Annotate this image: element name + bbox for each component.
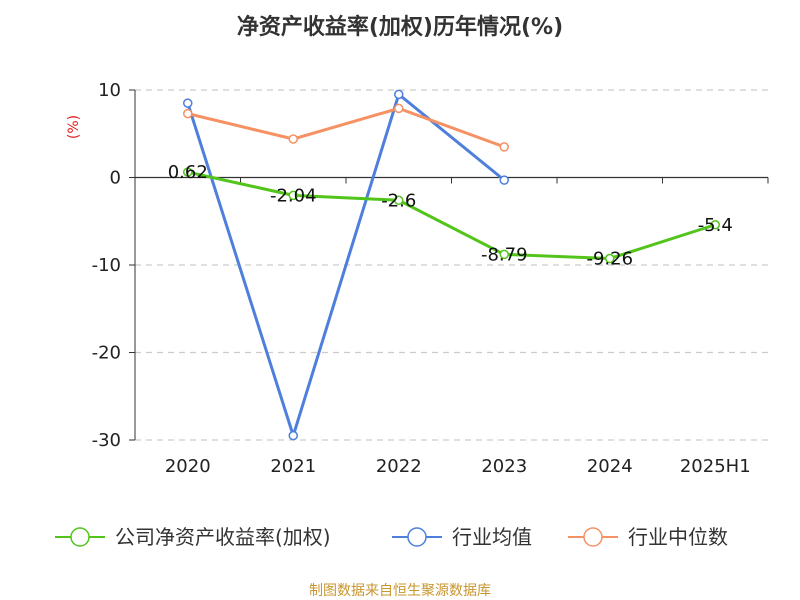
x-tick-label: 2023 [481, 456, 527, 477]
data-label: -9.26 [586, 249, 633, 270]
series-line [186, 92, 506, 438]
series-line [187, 106, 505, 149]
data-point [183, 108, 193, 119]
y-tick-label: 0 [110, 168, 121, 189]
data-point [499, 175, 509, 185]
x-tick-label: 2021 [270, 456, 316, 477]
axes [129, 89, 769, 441]
data-point [394, 89, 404, 100]
legend-label: 公司净资产收益率(加权) [115, 525, 331, 549]
legend-swatch-marker [583, 527, 603, 547]
data-point [183, 98, 193, 108]
y-tick-label: -10 [92, 255, 121, 276]
x-tick-label: 2020 [165, 456, 211, 477]
gridlines [135, 89, 768, 441]
chart-title: 净资产收益率(加权)历年情况(%) [237, 14, 563, 40]
data-label: -8.79 [481, 244, 528, 265]
legend-label: 行业均值 [452, 525, 532, 549]
data-point [183, 167, 193, 177]
data-point [605, 253, 615, 264]
tick-labels: 10 0 -10 -20 -30 2020 2021 2022 2023 2024 2025H1 [92, 80, 751, 477]
legend-swatch-marker [407, 527, 427, 547]
legend-label: 行业中位数 [628, 525, 728, 549]
data-label: -5.4 [698, 215, 733, 236]
data-point [499, 249, 509, 260]
data-label: -2.6 [381, 190, 416, 211]
legend-swatch-marker [70, 527, 90, 547]
data-label: 0.62 [168, 162, 208, 183]
data-labels: 0.62 -2.04 -2.6 -8.79 -9.26 -5.4 [168, 162, 733, 269]
data-point [394, 195, 404, 205]
y-tick-label: -30 [92, 430, 121, 451]
data-point [710, 220, 720, 230]
x-tick-label: 2022 [376, 456, 422, 477]
data-point [288, 430, 298, 441]
data-point [394, 103, 404, 114]
y-axis-label: (%) [66, 115, 82, 139]
x-tick-label: 2025H1 [680, 456, 751, 477]
series-lines [183, 89, 720, 441]
y-tick-label: -20 [92, 343, 121, 364]
data-point [499, 142, 509, 152]
x-tick-label: 2024 [587, 456, 633, 477]
data-label: -2.04 [270, 185, 317, 206]
source-note: 制图数据来自恒生聚源数据库 [309, 583, 491, 599]
data-point [288, 134, 298, 144]
data-point [288, 190, 298, 201]
y-tick-label: 10 [98, 80, 121, 101]
legend: 公司净资产收益率(加权) 行业均值 行业中位数 [55, 525, 728, 549]
series-line [187, 170, 716, 261]
